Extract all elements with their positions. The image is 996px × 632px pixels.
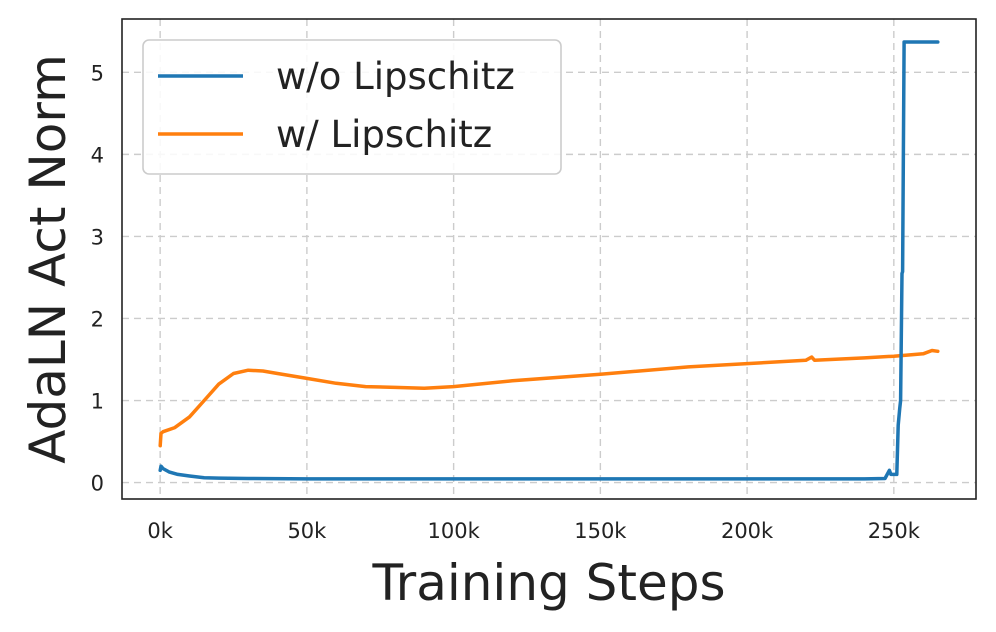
x-axis-label: Training Steps xyxy=(371,554,725,612)
plot-lines xyxy=(158,40,940,481)
x-tick-label: 250k xyxy=(868,519,921,543)
y-tick-label: 0 xyxy=(91,472,104,496)
x-axis-ticks: 0k 50k 100k 150k 200k 250k xyxy=(147,519,920,543)
y-tick-label: 5 xyxy=(91,61,104,85)
legend-label-wo-lipschitz: w/o Lipschitz xyxy=(276,55,515,98)
x-tick-label: 0k xyxy=(147,519,173,543)
legend-label-w-lipschitz: w/ Lipschitz xyxy=(276,113,492,156)
series-line-w-o-lipschitz xyxy=(158,40,940,481)
y-axis-ticks: 0 1 2 3 4 5 xyxy=(91,61,104,495)
x-tick-label: 50k xyxy=(287,519,327,543)
y-tick-label: 3 xyxy=(91,225,104,249)
legend: w/o Lipschitz w/ Lipschitz xyxy=(142,39,562,175)
x-tick-label: 200k xyxy=(721,519,774,543)
plot-area-frame xyxy=(121,18,977,500)
series-line-w-lipschitz xyxy=(158,348,940,448)
y-tick-label: 1 xyxy=(91,390,104,414)
y-axis-label: AdaLN Act Norm xyxy=(19,54,77,464)
x-tick-label: 100k xyxy=(427,519,480,543)
y-tick-label: 4 xyxy=(91,143,104,167)
legend-box xyxy=(142,39,562,175)
x-tick-label: 150k xyxy=(574,519,627,543)
y-tick-label: 2 xyxy=(91,307,104,331)
